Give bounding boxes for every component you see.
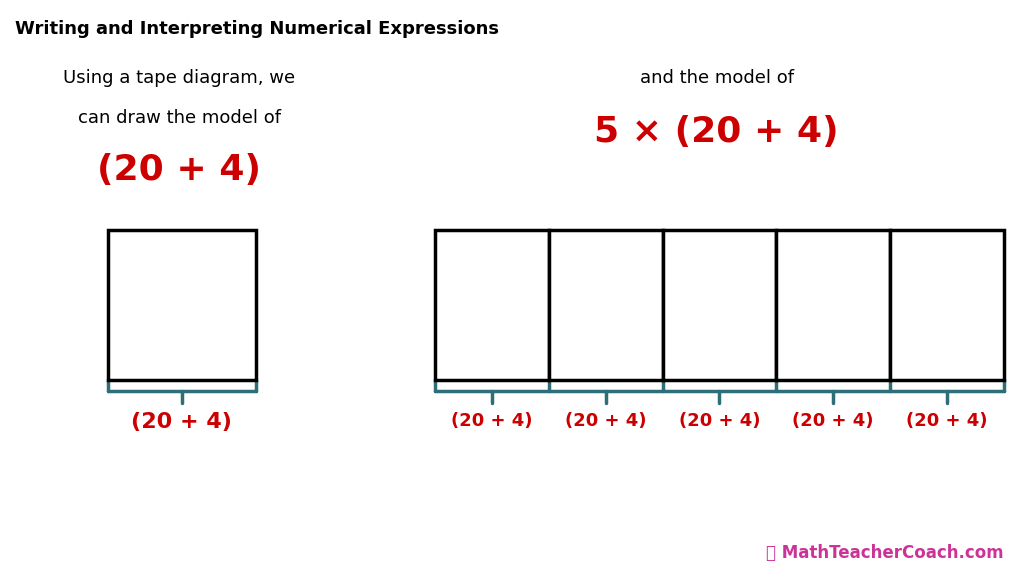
Text: (20 + 4): (20 + 4) <box>906 412 987 430</box>
Text: and the model of: and the model of <box>640 69 794 87</box>
Bar <box>890 230 1004 380</box>
Text: 5 × (20 + 4): 5 × (20 + 4) <box>595 115 839 149</box>
Text: Using a tape diagram, we: Using a tape diagram, we <box>63 69 295 87</box>
Text: (20 + 4): (20 + 4) <box>97 153 261 187</box>
Text: (20 + 4): (20 + 4) <box>131 412 232 432</box>
Text: (20 + 4): (20 + 4) <box>679 412 760 430</box>
Bar <box>108 230 256 380</box>
Text: (20 + 4): (20 + 4) <box>565 412 646 430</box>
Text: (20 + 4): (20 + 4) <box>452 412 532 430</box>
Bar <box>663 230 776 380</box>
Text: (20 + 4): (20 + 4) <box>793 412 873 430</box>
Text: Writing and Interpreting Numerical Expressions: Writing and Interpreting Numerical Expre… <box>15 20 500 38</box>
Text: can draw the model of: can draw the model of <box>78 109 281 127</box>
Bar <box>549 230 663 380</box>
Bar <box>776 230 890 380</box>
Text: ⬛ MathTeacherCoach.com: ⬛ MathTeacherCoach.com <box>766 544 1004 562</box>
Bar <box>435 230 549 380</box>
